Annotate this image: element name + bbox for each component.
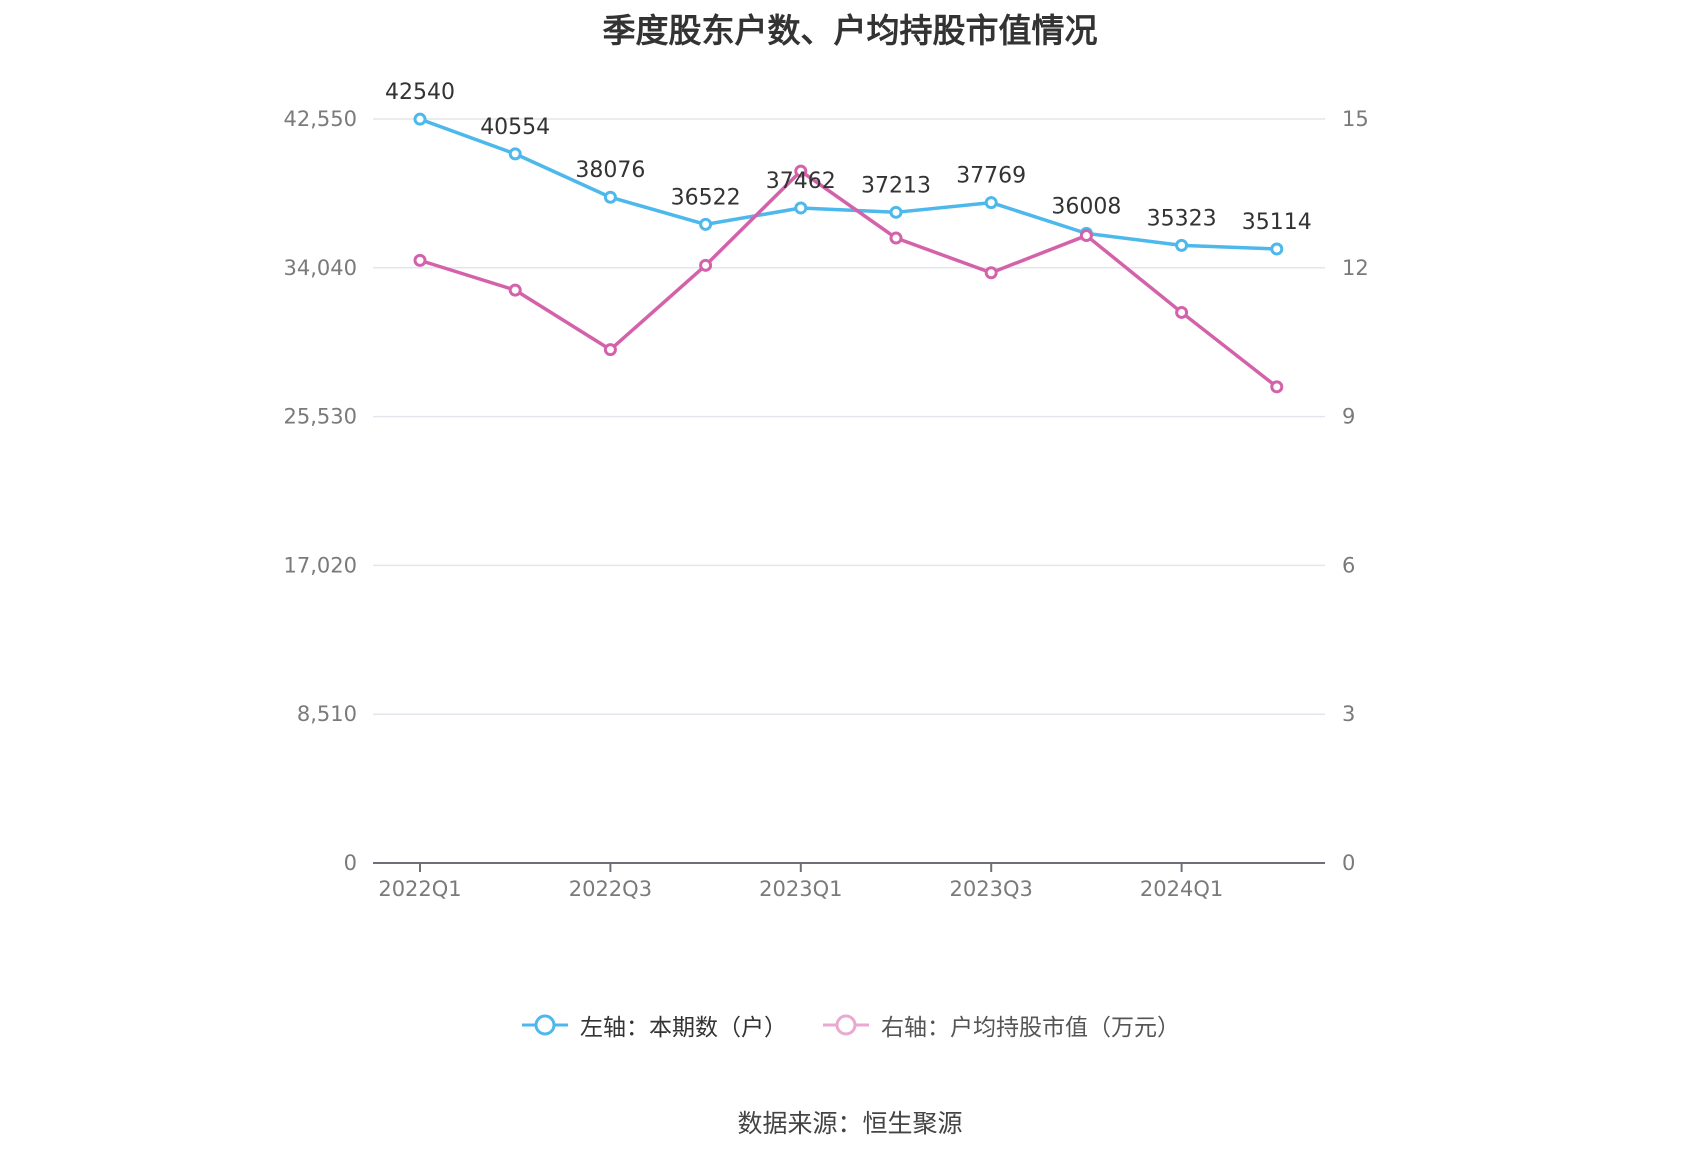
data-label: 37769: [956, 164, 1026, 189]
data-point-left: [508, 147, 522, 161]
data-point-left: [413, 112, 427, 126]
data-label: 35114: [1242, 210, 1312, 235]
y-right-tick-label: 12: [1342, 256, 1369, 280]
series-line-right: [419, 169, 1278, 389]
legend-line-circle-icon: [823, 1014, 869, 1036]
data-point-right: [794, 164, 808, 178]
grid-lines: [373, 118, 1325, 715]
y-right-tick-label: 3: [1342, 702, 1355, 726]
data-label: 37213: [861, 173, 931, 198]
y-left-tick-label: 34,040: [284, 256, 357, 280]
data-point-left: [794, 201, 808, 215]
data-point-right: [508, 283, 522, 297]
data-label: 42540: [385, 80, 455, 105]
data-label: 36522: [671, 185, 741, 210]
axes: 0 8,510 17,020 25,530 34,040 42,550 0 3 6 9 12 15 20…: [284, 107, 1369, 901]
data-point-left: [889, 205, 903, 219]
data-point-right: [603, 343, 617, 357]
x-tick-label: 2023Q3: [950, 877, 1033, 901]
y-right-tick-label: 9: [1342, 405, 1355, 429]
data-label: 40554: [480, 115, 550, 140]
data-point-right: [1175, 305, 1189, 319]
data-point-left: [1175, 238, 1189, 252]
data-point-right: [413, 253, 427, 267]
data-point-right: [984, 266, 998, 280]
x-tick-label: 2023Q1: [759, 877, 842, 901]
y-left-tick-label: 0: [344, 851, 357, 875]
x-tick-label: 2022Q1: [378, 877, 461, 901]
data-point-left: [603, 190, 617, 204]
data-point-left: [699, 217, 713, 231]
y-left-tick-label: 17,020: [284, 553, 357, 577]
legend-item-right-series[interactable]: 右轴：户均持股市值（万元）: [821, 1008, 1180, 1042]
data-point-left: [984, 196, 998, 210]
data-point-right: [1079, 229, 1093, 243]
series-line-left: [419, 117, 1277, 251]
data-label: 38076: [575, 158, 645, 183]
line-chart: 0 8,510 17,020 25,530 34,040 42,550 0 3 6 9 12 15 20…: [284, 80, 1369, 901]
legend-item-left-series[interactable]: 左轴：本期数（户）: [520, 1008, 787, 1042]
x-tick-label: 2022Q3: [569, 877, 652, 901]
series: [413, 112, 1284, 394]
x-tick-label: 2024Q1: [1140, 877, 1223, 901]
y-right-tick-label: 6: [1342, 553, 1355, 577]
data-point-right: [699, 258, 713, 272]
y-left-tick-label: 42,550: [284, 107, 357, 131]
legend-label-left-series: 左轴：本期数（户）: [580, 1015, 787, 1041]
legend-label-right-series: 右轴：户均持股市值（万元）: [881, 1015, 1180, 1041]
legend-line-circle-icon: [522, 1014, 568, 1036]
data-labels: 42540 40554 38076 36522 37462 37213 37769 36008…: [385, 80, 1312, 235]
data-point-left: [1270, 242, 1284, 256]
y-right-tick-label: 15: [1342, 107, 1369, 131]
legend: 左轴：本期数（户） 右轴：户均持股市值（万元）: [0, 1008, 1700, 1042]
y-right-tick-label: 0: [1342, 851, 1355, 875]
chart-title: 季度股东户数、户均持股市值情况: [602, 11, 1098, 50]
y-left-tick-label: 8,510: [297, 702, 357, 726]
data-label: 35323: [1147, 206, 1217, 231]
y-left-tick-label: 25,530: [284, 405, 357, 429]
source-note: 数据来源：恒生聚源: [737, 1109, 963, 1138]
data-label: 37462: [766, 169, 836, 194]
data-point-right: [889, 231, 903, 245]
data-label: 36008: [1051, 194, 1121, 219]
data-point-right: [1270, 380, 1284, 394]
